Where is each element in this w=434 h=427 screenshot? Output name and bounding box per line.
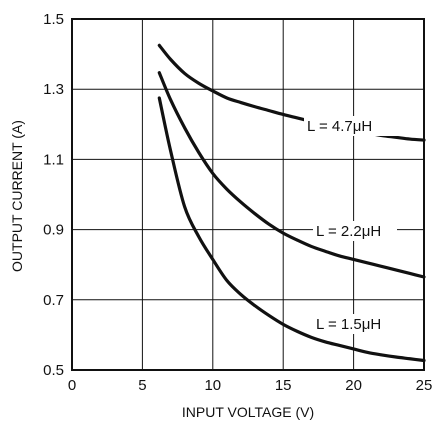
x-tick-labels: 0 5 10 15 20 25 <box>68 377 433 394</box>
series-label-background <box>313 314 397 334</box>
y-tick-label: 0.9 <box>43 222 64 239</box>
x-tick-label: 25 <box>416 377 433 394</box>
y-tick-label: 0.5 <box>43 362 64 379</box>
series-line-3 <box>157 96 426 363</box>
series-label-background <box>304 116 400 136</box>
series-group <box>157 43 426 363</box>
y-tick-labels: 0.5 0.7 0.9 1.1 1.3 1.5 <box>43 11 64 379</box>
y-tick-label: 0.7 <box>43 292 64 309</box>
x-tick-label: 0 <box>68 377 76 394</box>
x-tick-label: 20 <box>345 377 362 394</box>
y-tick-label: 1.5 <box>43 11 64 28</box>
x-tick-label: 5 <box>138 377 146 394</box>
x-axis-label: INPUT VOLTAGE (V) <box>182 404 314 420</box>
plot-frame <box>71 18 425 371</box>
series-label-3: L = 1.5μH <box>316 316 381 333</box>
series-line-2 <box>157 71 426 279</box>
series-label-1: L = 4.7μH <box>307 118 372 135</box>
y-tick-label: 1.1 <box>43 151 64 168</box>
series-label-2: L = 2.2μH <box>316 223 381 240</box>
x-tick-label: 15 <box>275 377 292 394</box>
series-label-group: L = 4.7μH L = 2.2μH L = 1.5μH <box>304 116 400 334</box>
y-tick-label: 1.3 <box>43 81 64 98</box>
y-axis-label: OUTPUT CURRENT (A) <box>9 120 25 272</box>
x-tick-label: 10 <box>204 377 221 394</box>
series-label-background <box>313 221 397 241</box>
